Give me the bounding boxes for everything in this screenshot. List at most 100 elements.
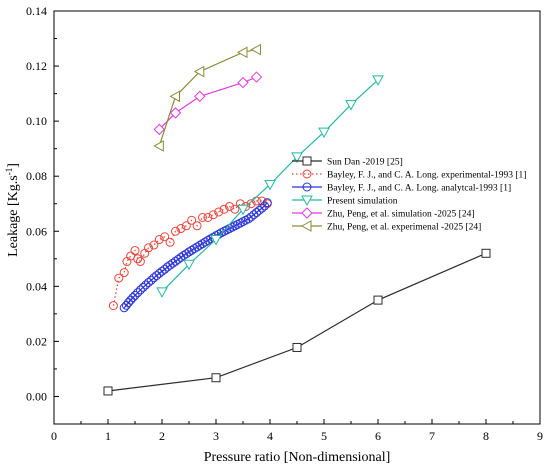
data-point (187, 245, 197, 255)
legend-marker (300, 220, 312, 232)
data-point (194, 90, 206, 103)
series-1 (103, 248, 491, 396)
series-layer (103, 43, 491, 396)
data-point (246, 212, 256, 222)
data-point (160, 232, 170, 242)
data-point (236, 46, 248, 59)
y-axis-label-end: ] (6, 163, 21, 168)
legend-label: Bayley, F. J., and C. A. Long. analytcal… (327, 184, 511, 194)
data-point (171, 226, 180, 236)
data-point (246, 199, 256, 209)
x-tick-label: 2 (159, 429, 165, 443)
data-point (262, 198, 272, 208)
legend-label: Present simulation (327, 197, 398, 207)
data-point (195, 240, 205, 250)
series-5 (153, 71, 263, 136)
data-point (237, 204, 249, 216)
data-point (249, 210, 259, 220)
data-point (318, 127, 330, 139)
y-tick-label: 0.08 (26, 169, 47, 183)
data-point (225, 201, 234, 211)
data-point (210, 235, 222, 246)
data-point (214, 207, 224, 217)
data-point (133, 288, 143, 298)
data-point (219, 204, 229, 214)
data-point (250, 43, 261, 56)
data-point (169, 107, 182, 119)
legend-marker (302, 182, 312, 192)
series-6 (153, 43, 261, 152)
data-point (237, 76, 249, 89)
x-tick-label: 3 (213, 429, 219, 443)
data-point (130, 290, 140, 300)
data-point (257, 203, 267, 213)
series-line (123, 202, 268, 309)
data-point (149, 240, 159, 250)
data-point (252, 208, 261, 218)
x-tick-label: 5 (321, 429, 327, 443)
data-point (108, 301, 118, 311)
data-point (144, 243, 153, 253)
legend-label: Sun Dan -2019 [25] (327, 158, 403, 168)
data-point (114, 273, 124, 283)
data-point (103, 386, 113, 396)
legend-marker (301, 195, 313, 207)
legend: Sun Dan -2019 [25] Bayley, F. J., and C. … (292, 156, 526, 233)
data-point (152, 271, 162, 281)
x-axis-label: Pressure ratio [Non-dimensional] (204, 450, 391, 465)
data-point (200, 237, 210, 247)
y-axis-label: Leakage [Kg.s-1] (4, 163, 21, 257)
y-tick-label: 0.12 (26, 59, 47, 73)
x-tick-label: 9 (537, 429, 543, 443)
series-2 (108, 196, 272, 311)
data-point (138, 282, 148, 292)
legend-label: Zhu, Peng, et al. simulation -2025 [24] (327, 210, 475, 220)
data-point (153, 123, 166, 136)
data-point (144, 277, 153, 287)
data-point (153, 140, 164, 152)
x-tick-label: 8 (483, 429, 489, 443)
data-point (169, 90, 180, 103)
x-tick-label: 4 (267, 429, 273, 443)
y-tick-label: 0.02 (26, 334, 47, 348)
data-point (183, 259, 195, 271)
data-point (254, 205, 264, 215)
data-point (189, 244, 199, 254)
legend-label: Bayley, F. J., and C. A. Long. experimen… (327, 171, 526, 181)
legend-marker (302, 169, 312, 179)
x-tick-label: 0 (51, 429, 57, 443)
data-point (149, 273, 159, 283)
y-tick-label: 0.04 (26, 279, 47, 293)
data-point (135, 257, 145, 267)
x-tick-label: 1 (105, 429, 111, 443)
data-point (481, 248, 491, 258)
data-point (193, 65, 205, 78)
data-point (181, 221, 191, 231)
series-line (112, 200, 268, 306)
legend-marker (302, 156, 312, 166)
data-point (211, 373, 221, 383)
data-point (141, 280, 151, 290)
x-tick-label: 7 (429, 429, 435, 443)
data-point (156, 287, 168, 298)
y-tick-label: 0.06 (26, 224, 47, 238)
data-point (291, 152, 303, 163)
data-point (154, 235, 164, 245)
data-point (187, 215, 197, 225)
data-point (208, 210, 218, 220)
data-point (373, 295, 383, 305)
y-tick-label: 0.00 (26, 389, 47, 403)
x-tick-label: 6 (375, 429, 381, 443)
data-point (250, 71, 263, 83)
data-point (146, 275, 156, 285)
y-axis-label-exponent: -1 (4, 168, 14, 176)
legend-label: Zhu, Peng, et al. experimenal -2025 [24] (327, 223, 481, 233)
data-point (372, 75, 384, 86)
y-axis-label-main: Leakage [Kg.s (6, 175, 21, 257)
data-point (257, 196, 267, 206)
data-point (133, 254, 143, 264)
y-tick-label: 0.14 (26, 4, 47, 18)
data-point (292, 342, 302, 352)
